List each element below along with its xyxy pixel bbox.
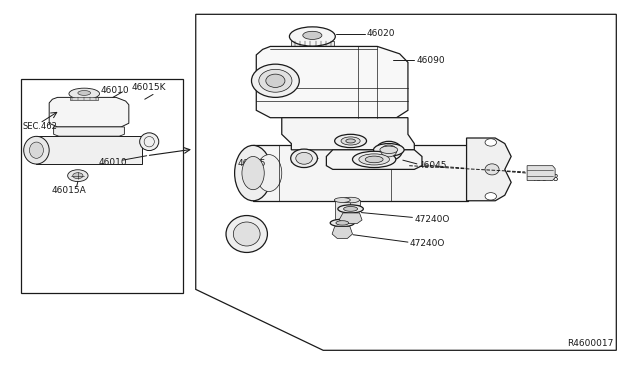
Polygon shape (467, 138, 511, 201)
Ellipse shape (359, 154, 390, 165)
Text: 46010: 46010 (99, 158, 127, 167)
Polygon shape (339, 213, 362, 224)
Ellipse shape (485, 164, 499, 175)
Ellipse shape (376, 141, 402, 161)
Text: 46090: 46090 (416, 56, 445, 65)
Ellipse shape (338, 205, 364, 213)
Polygon shape (326, 150, 422, 169)
Ellipse shape (485, 193, 497, 200)
Polygon shape (335, 200, 350, 219)
Text: 47240O: 47240O (409, 240, 445, 248)
Ellipse shape (330, 219, 355, 227)
Text: 46015K: 46015K (132, 83, 166, 92)
Polygon shape (256, 46, 408, 118)
Ellipse shape (140, 133, 159, 151)
Ellipse shape (259, 69, 292, 92)
Ellipse shape (353, 151, 396, 167)
Polygon shape (332, 227, 353, 238)
Polygon shape (54, 127, 124, 136)
Ellipse shape (24, 137, 49, 164)
Text: 46045: 46045 (237, 159, 266, 169)
Ellipse shape (303, 31, 322, 39)
Text: 46045: 46045 (419, 161, 447, 170)
Ellipse shape (334, 198, 350, 202)
Ellipse shape (342, 197, 360, 203)
Ellipse shape (365, 156, 383, 163)
Ellipse shape (291, 149, 317, 167)
Polygon shape (291, 41, 334, 46)
Ellipse shape (226, 215, 268, 253)
Text: 46015A: 46015A (51, 186, 86, 195)
Ellipse shape (289, 27, 335, 46)
Ellipse shape (341, 137, 360, 145)
Circle shape (68, 170, 88, 182)
Ellipse shape (381, 145, 397, 157)
Polygon shape (342, 200, 360, 205)
Ellipse shape (69, 88, 100, 99)
Polygon shape (527, 166, 555, 180)
Polygon shape (70, 97, 99, 100)
Ellipse shape (335, 134, 367, 148)
Ellipse shape (296, 153, 312, 164)
Polygon shape (282, 118, 414, 150)
Text: 46020: 46020 (367, 29, 395, 38)
Ellipse shape (29, 142, 44, 158)
Ellipse shape (256, 155, 282, 192)
Ellipse shape (266, 74, 285, 87)
Ellipse shape (235, 145, 271, 201)
Ellipse shape (78, 90, 91, 95)
Ellipse shape (336, 221, 349, 225)
Circle shape (73, 173, 83, 179)
Text: SEC.462: SEC.462 (22, 122, 58, 131)
Ellipse shape (380, 146, 397, 154)
Text: 46048: 46048 (531, 174, 559, 183)
Polygon shape (36, 136, 141, 164)
Polygon shape (49, 97, 129, 127)
Ellipse shape (234, 222, 260, 246)
Ellipse shape (344, 206, 358, 211)
Text: R4600017: R4600017 (567, 340, 613, 349)
Ellipse shape (346, 139, 355, 143)
Ellipse shape (242, 157, 264, 190)
Text: 47240O: 47240O (414, 215, 450, 224)
Polygon shape (253, 145, 468, 201)
Text: 46010: 46010 (100, 86, 129, 94)
Ellipse shape (374, 144, 404, 156)
Bar (20, 79, 183, 293)
Ellipse shape (252, 64, 300, 97)
Ellipse shape (485, 139, 497, 146)
